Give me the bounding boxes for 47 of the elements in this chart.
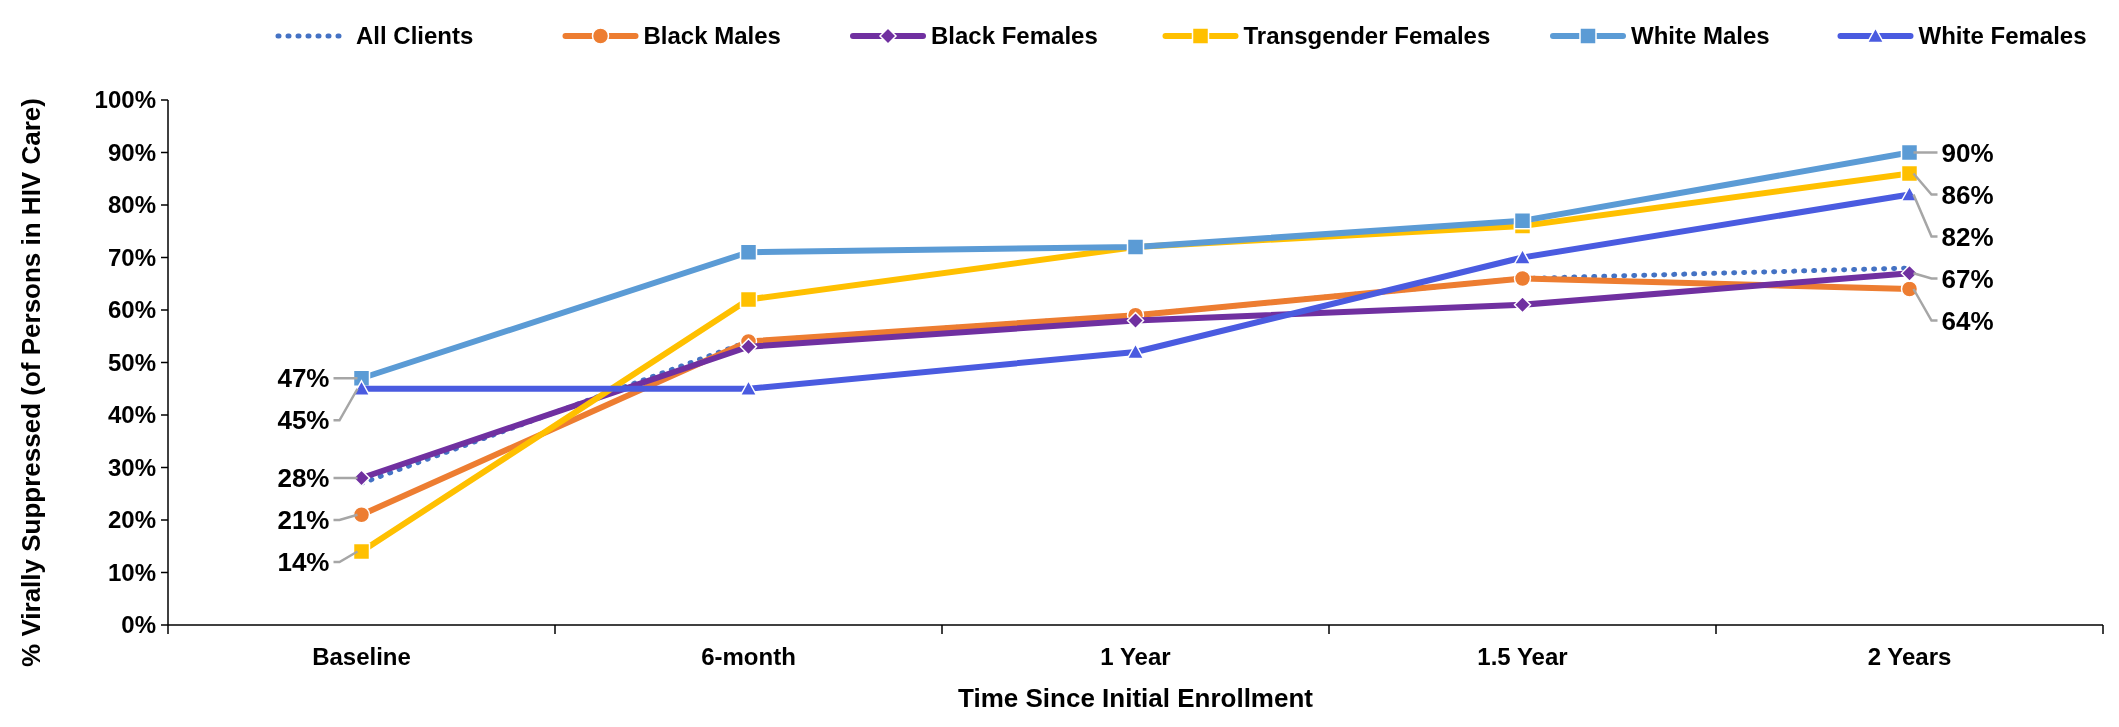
legend-label: All Clients	[356, 22, 474, 50]
data-label: 82%	[1941, 221, 1994, 252]
data-label: 14%	[277, 547, 330, 578]
point	[739, 380, 758, 396]
point	[352, 506, 371, 524]
y-tick-label: 90%	[107, 138, 156, 166]
y-axis-title: % Virally Suppressed (of Persons in HIV Care)	[16, 98, 46, 667]
data-label: 90%	[1941, 137, 1994, 168]
y-tick-label: 0%	[121, 611, 156, 639]
x-tick-label: 2 Years	[1867, 643, 1952, 670]
x-tick-label: 6-month	[701, 643, 796, 670]
data-label: 47%	[277, 363, 330, 394]
y-tick-label: 10%	[107, 558, 156, 586]
x-axis-title: Time Since Initial Enrollment	[958, 683, 1314, 713]
legend-label: White Males	[1631, 22, 1770, 50]
point	[1900, 280, 1919, 298]
point	[1513, 269, 1532, 288]
x-tick-label: 1 Year	[1100, 643, 1171, 670]
data-label: 45%	[277, 405, 330, 436]
data-label: 64%	[1941, 305, 1994, 336]
point	[739, 290, 758, 309]
y-tick-label: 50%	[107, 348, 156, 376]
point	[1513, 296, 1532, 314]
point	[739, 243, 758, 261]
legend-label: Black Males	[643, 22, 781, 50]
point	[352, 542, 371, 561]
point	[1513, 212, 1532, 230]
data-label: 21%	[277, 505, 330, 536]
data-label: 67%	[1941, 263, 1994, 294]
y-tick-label: 70%	[107, 243, 156, 271]
legend-label: White Females	[1918, 22, 2087, 50]
y-tick-label: 100%	[94, 86, 156, 114]
y-tick-label: 60%	[107, 296, 156, 324]
x-tick-label: 1.5 Year	[1477, 643, 1568, 670]
legend-label: Transgender Females	[1243, 22, 1491, 50]
point	[739, 338, 758, 356]
point	[1126, 343, 1145, 360]
point	[1126, 311, 1145, 330]
data-label: 86%	[1941, 179, 1994, 210]
y-tick-label: 40%	[107, 401, 156, 429]
x-tick-label: Baseline	[312, 643, 411, 670]
data-label: 28%	[277, 463, 330, 494]
legend-label: Black Females	[931, 22, 1098, 50]
y-tick-label: 30%	[107, 453, 156, 481]
y-tick-label: 80%	[107, 191, 156, 219]
point	[1900, 143, 1919, 162]
y-tick-label: 20%	[107, 506, 156, 534]
